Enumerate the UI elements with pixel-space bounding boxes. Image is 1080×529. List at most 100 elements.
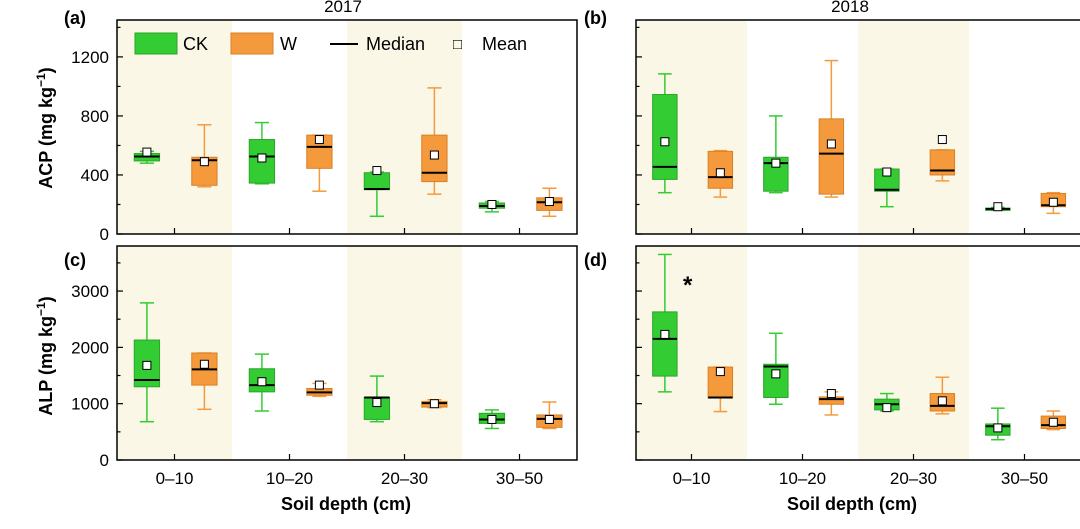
box-w-10–20 bbox=[818, 59, 845, 198]
mean-marker bbox=[257, 377, 267, 387]
x-tick-label: 30–50 bbox=[496, 469, 543, 488]
legend-label-median: Median bbox=[366, 34, 425, 54]
y-tick-label: 1000 bbox=[71, 395, 109, 414]
mean-marker bbox=[142, 360, 152, 370]
panel-label-a: (a) bbox=[64, 8, 86, 28]
panel-label-c: (c) bbox=[64, 250, 86, 270]
y-tick-label: 2000 bbox=[71, 338, 109, 357]
mean-marker bbox=[993, 423, 1003, 433]
panel-label-b: (b) bbox=[584, 8, 607, 28]
box-iqr bbox=[363, 172, 391, 191]
mean-marker bbox=[771, 369, 781, 379]
mean-marker bbox=[937, 135, 947, 145]
mean-marker bbox=[937, 396, 947, 406]
x-tick-label: 30–50 bbox=[1001, 469, 1048, 488]
box-w-30–50 bbox=[536, 187, 563, 218]
mean-marker bbox=[882, 167, 892, 177]
mean-marker bbox=[1048, 417, 1058, 427]
mean-marker bbox=[257, 153, 267, 163]
box-ck-0–10 bbox=[652, 253, 678, 393]
y-tick-label: 400 bbox=[81, 166, 109, 185]
x-axis-title-left: Soil depth (cm) bbox=[281, 494, 411, 514]
box-iqr bbox=[818, 118, 845, 195]
significance-star: * bbox=[683, 272, 693, 299]
mean-marker bbox=[314, 380, 324, 390]
box-w-10–20 bbox=[306, 134, 333, 192]
box-ck-0–10 bbox=[652, 73, 678, 194]
y-tick-label: 0 bbox=[100, 451, 109, 470]
box-w-20–30 bbox=[929, 376, 956, 415]
box-iqr bbox=[652, 311, 678, 377]
box-ck-20–30 bbox=[874, 392, 900, 413]
box-ck-30–50 bbox=[478, 199, 506, 213]
box-ck-10–20 bbox=[248, 353, 276, 412]
box-ck-30–50 bbox=[985, 202, 1011, 212]
mean-marker bbox=[314, 135, 324, 145]
box-w-0–10 bbox=[191, 124, 218, 188]
legend-swatch-ck bbox=[134, 32, 178, 55]
panel-label-d: (d) bbox=[584, 250, 607, 270]
legend-mean-marker: □ bbox=[453, 36, 462, 53]
shade-band-a-2 bbox=[347, 20, 462, 234]
depth-shading-layer bbox=[117, 20, 969, 460]
acp-title-exponent: −1 bbox=[34, 73, 48, 87]
box-w-0–10 bbox=[191, 352, 218, 411]
mean-marker bbox=[660, 137, 670, 147]
mean-marker bbox=[715, 168, 725, 178]
mean-marker bbox=[882, 403, 892, 413]
mean-marker bbox=[1048, 197, 1058, 207]
axes-frame-b bbox=[635, 19, 1080, 235]
mean-marker bbox=[487, 199, 497, 209]
mean-marker bbox=[660, 329, 670, 339]
y-tick-label: 1200 bbox=[71, 48, 109, 67]
box-w-10–20 bbox=[818, 389, 845, 416]
alp-title-text: ALP (mg kg bbox=[36, 316, 56, 416]
mean-marker bbox=[826, 139, 836, 149]
y-tick-label: 3000 bbox=[71, 282, 109, 301]
box-ck-10–20 bbox=[763, 115, 789, 194]
mean-marker bbox=[199, 157, 209, 167]
mean-marker bbox=[715, 367, 725, 377]
box-ck-10–20 bbox=[763, 332, 789, 405]
y-tick-label: 800 bbox=[81, 107, 109, 126]
year-label-2018: 2018 bbox=[831, 0, 869, 16]
x-axis-title-right: Soil depth (cm) bbox=[787, 494, 917, 514]
mean-marker bbox=[544, 197, 554, 207]
box-w-20–30 bbox=[421, 398, 448, 409]
mean-marker bbox=[429, 150, 439, 160]
box-ck-30–50 bbox=[985, 407, 1011, 441]
box-w-0–10 bbox=[707, 366, 734, 413]
box-ck-20–30 bbox=[363, 375, 391, 423]
mean-marker bbox=[429, 399, 439, 409]
x-tick-label: 20–30 bbox=[381, 469, 428, 488]
mean-marker bbox=[544, 414, 554, 424]
mean-marker bbox=[993, 202, 1003, 212]
mean-marker bbox=[487, 414, 497, 424]
panels-layer: 0 400 800 1200 0 1000 2000 3000 0–10 10–20 20–30 30… bbox=[71, 19, 1080, 488]
mean-marker bbox=[826, 389, 836, 399]
box-w-0–10 bbox=[707, 149, 734, 198]
x-tick-label: 0–10 bbox=[156, 469, 194, 488]
box-ck-0–10 bbox=[133, 147, 161, 164]
box-w-30–50 bbox=[1040, 191, 1067, 215]
box-ck-20–30 bbox=[874, 167, 900, 208]
mean-marker bbox=[199, 359, 209, 369]
x-tick-label: 10–20 bbox=[266, 469, 313, 488]
shade-band-c-2 bbox=[347, 246, 462, 460]
box-ck-0–10 bbox=[133, 302, 161, 423]
legend-swatch-w bbox=[230, 32, 274, 55]
axes-frame-c bbox=[116, 245, 578, 461]
box-ck-20–30 bbox=[363, 166, 391, 218]
acp-title-close: ) bbox=[36, 67, 56, 73]
mean-marker bbox=[142, 147, 152, 157]
mean-marker bbox=[372, 398, 382, 408]
box-iqr bbox=[763, 363, 789, 398]
axes-frame-a bbox=[116, 19, 578, 235]
box-iqr bbox=[652, 94, 678, 180]
shade-band-a-0 bbox=[117, 20, 232, 234]
y-axis-title-alp: ALP (mg kg−1) bbox=[34, 296, 56, 415]
x-tick-label: 0–10 bbox=[673, 469, 711, 488]
box-w-20–30 bbox=[929, 135, 956, 182]
legend-label-w: W bbox=[280, 34, 297, 54]
y-axis-title-acp: ACP (mg kg−1) bbox=[34, 67, 56, 188]
